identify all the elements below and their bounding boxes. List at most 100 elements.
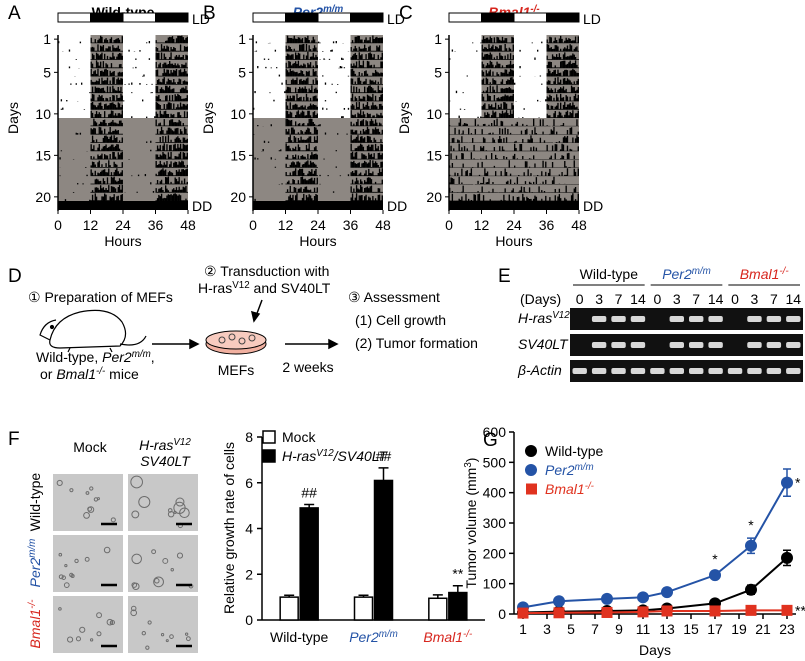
marker [745, 583, 757, 596]
series-line [522, 482, 788, 609]
y-tick-label: 300 [483, 515, 507, 531]
cell [131, 510, 140, 519]
y-tick-label: 100 [483, 576, 507, 592]
y-tick-label: 6 [245, 475, 253, 491]
band [766, 368, 782, 374]
marker [637, 591, 649, 604]
y-tick-label: 600 [483, 424, 507, 440]
legend-label: H-rasV12/SV40LT [282, 448, 389, 465]
cell [58, 607, 62, 611]
x-tick-label: 3 [543, 621, 551, 637]
cell [141, 631, 146, 636]
band [786, 316, 801, 322]
mouse-drawing [39, 309, 147, 353]
panel-letter: C [399, 3, 413, 24]
cell [96, 631, 102, 637]
activity-bars [72, 184, 188, 193]
legend-label: Per2m/m [545, 462, 594, 479]
annotation: * [795, 475, 801, 491]
band [747, 316, 762, 322]
light-phase [123, 35, 156, 118]
marker [661, 605, 673, 617]
y-tick-label: 200 [483, 545, 507, 561]
activity-bars [64, 193, 188, 201]
activity-bars [263, 52, 383, 60]
cell [61, 575, 66, 580]
y-tick-label: 15 [35, 147, 51, 163]
cell [147, 620, 152, 625]
legend-swatch [262, 449, 276, 463]
cell [130, 609, 138, 617]
dish-label: MEFs [218, 362, 255, 378]
cell [165, 639, 169, 643]
text-run: Wild-type [580, 266, 639, 282]
panel-letter: B [203, 3, 216, 24]
x-tick-label: 19 [731, 621, 747, 637]
gel-strip [570, 360, 803, 382]
text-run: m/m [323, 4, 343, 15]
band [611, 342, 626, 348]
panel-letter: D [8, 266, 22, 287]
bar [279, 596, 299, 621]
band [669, 342, 684, 348]
y-tick-label: 10 [230, 106, 246, 122]
group-label: Wild-type [580, 266, 639, 282]
cell [151, 549, 157, 555]
cell [131, 582, 138, 588]
text-run: Per2 [102, 349, 132, 365]
legend-marker [525, 445, 537, 457]
series-line [522, 609, 787, 615]
cell [75, 636, 81, 642]
outcome: (2) Tumor formation [355, 335, 478, 351]
y-tick-label: 4 [245, 521, 253, 537]
cell [179, 507, 190, 519]
bar [448, 591, 468, 621]
text-run: ) [463, 458, 479, 463]
cell [69, 572, 74, 578]
panel-letter: A [8, 3, 21, 24]
x-tick-label: 0 [249, 217, 257, 233]
cell [173, 501, 186, 515]
lane-label: 3 [673, 291, 681, 307]
y-tick-label: 400 [483, 485, 507, 501]
text-run: V12 [316, 448, 334, 459]
band [591, 316, 607, 322]
text-run: Wild-type [270, 629, 329, 645]
cell [176, 552, 184, 559]
band [708, 368, 723, 374]
activity-bars [254, 85, 383, 94]
text-run: Bmal1 [56, 366, 96, 382]
activity-bars [449, 193, 579, 201]
activity-bars [263, 135, 383, 143]
activity-bars [90, 135, 188, 143]
lane-label: 14 [786, 291, 802, 307]
band [747, 368, 762, 374]
x-axis-label: Days [639, 642, 671, 658]
activity-bars [455, 85, 579, 94]
error-bar [284, 594, 295, 598]
x-tick-label: 9 [615, 621, 623, 637]
cell [131, 553, 142, 565]
band [766, 316, 782, 322]
legend-label: Wild-type [545, 443, 604, 459]
outcome: (1) Cell growth [355, 312, 446, 328]
text-run: -/- [463, 629, 473, 640]
y-axis-label: Tumor volume (mm3) [463, 458, 480, 589]
cell [170, 568, 174, 572]
cell [56, 479, 63, 486]
text-run: SV40LT [140, 453, 191, 469]
duration: 2 weeks [282, 359, 333, 375]
cell [84, 556, 90, 562]
marker [745, 604, 757, 616]
band [591, 342, 607, 348]
activity-bars [59, 151, 188, 160]
cell [130, 475, 143, 489]
text-run: Wild-type, [36, 349, 102, 365]
band [591, 368, 607, 374]
cell [96, 612, 102, 619]
x-tick-label: 1 [519, 621, 527, 637]
activity-bars [449, 52, 579, 60]
activity-bars [75, 126, 188, 135]
annotation: ## [301, 484, 317, 500]
text-run: V12 [173, 437, 191, 448]
